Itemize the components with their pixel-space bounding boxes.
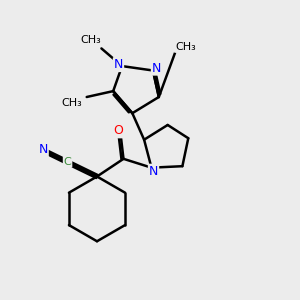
Text: O: O xyxy=(114,124,123,137)
Text: N: N xyxy=(149,165,158,178)
Text: N: N xyxy=(38,143,48,157)
Text: CH₃: CH₃ xyxy=(175,42,196,52)
Text: N: N xyxy=(152,61,161,75)
Text: N: N xyxy=(114,58,123,71)
Text: CH₃: CH₃ xyxy=(81,34,101,45)
Text: CH₃: CH₃ xyxy=(61,98,82,108)
Text: C: C xyxy=(64,157,71,167)
